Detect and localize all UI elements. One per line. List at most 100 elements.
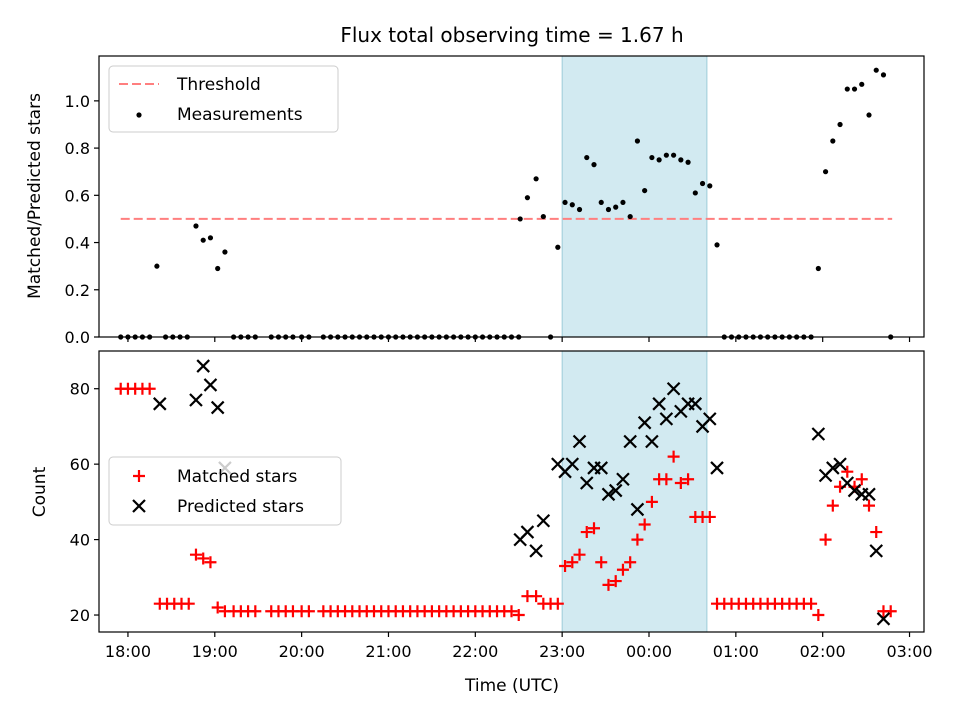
- measurement-point: [200, 237, 206, 243]
- bottom-panel: 20 40 60 80 18:00 19:00 20:00 21:00 22:00 23:00 0…: [30, 350, 933, 696]
- measurement-point: [649, 154, 655, 161]
- predicted-star-point: [869, 544, 884, 558]
- matched-star-point: [512, 609, 525, 622]
- y-tick-label: 60: [70, 455, 90, 474]
- matched-star-point: [703, 510, 716, 523]
- bottom-plot-frame: [98, 350, 925, 633]
- bottom-highlight-span: [561, 350, 708, 633]
- y-tick-label: 0.0: [65, 328, 90, 347]
- x-tick-label: 22:00: [452, 642, 498, 661]
- x-tick-label: 21:00: [365, 642, 411, 661]
- measurement-point: [605, 206, 612, 213]
- x-tick-label: 23:00: [539, 642, 585, 661]
- x-tick-label: 03:00: [886, 642, 932, 661]
- measurement-point: [685, 159, 691, 165]
- matched-star-point: [566, 556, 579, 569]
- measurement-point: [517, 216, 523, 222]
- predicted-star-point: [153, 397, 167, 411]
- legend-matched-label: Matched stars: [177, 467, 297, 487]
- legend-predicted-swatch: [132, 499, 146, 513]
- matched-star-point: [609, 575, 622, 588]
- matched-star-point: [588, 522, 600, 535]
- measurement-point: [692, 190, 698, 196]
- bottom-legend-box: [108, 456, 342, 526]
- top-legend-box: [108, 65, 339, 133]
- measurement-point: [699, 180, 706, 187]
- measurement-point: [154, 263, 160, 269]
- measurement-point: [524, 195, 531, 201]
- measurement-point: [642, 187, 648, 194]
- predicted-star-point: [630, 502, 645, 517]
- predicted-star-point: [520, 525, 535, 539]
- predicted-star-point: [579, 476, 594, 490]
- matched-star-point: [863, 499, 875, 512]
- x-tick-label: 19:00: [192, 642, 238, 661]
- x-axis-label: Time (UTC): [464, 676, 559, 696]
- x-tick-label: 18:00: [105, 642, 151, 661]
- x-tick-label: 00:00: [626, 642, 672, 661]
- matched-star-point: [551, 597, 564, 610]
- bottom-y-axis: 20 40 60 80: [70, 380, 99, 625]
- matched-star-point: [580, 526, 593, 539]
- top-legend: Threshold Measurements: [108, 65, 339, 133]
- measurement-point: [207, 235, 214, 241]
- predicted-star-point: [703, 412, 717, 426]
- predicted-star-point: [688, 397, 703, 411]
- predicted-star-point: [536, 513, 551, 528]
- legend-measurements-label: Measurements: [177, 105, 303, 125]
- top-highlight-span: [561, 55, 708, 338]
- measurement-point: [584, 154, 590, 161]
- measurement-point: [671, 152, 677, 158]
- measurement-point: [714, 242, 720, 248]
- predicted-star-point: [623, 434, 637, 449]
- measurement-point: [533, 176, 539, 182]
- matched-star-point: [631, 533, 644, 546]
- bottom-legend: Matched stars Predicted stars: [108, 456, 342, 526]
- predicted-star-point: [811, 427, 826, 441]
- measurement-point: [873, 67, 879, 73]
- matched-star-point: [573, 548, 586, 561]
- top-y-axis: 0.0 0.2 0.4 0.6 0.8 1.0: [65, 92, 99, 347]
- measurement-point: [215, 265, 221, 272]
- predicted-star-point: [572, 434, 587, 449]
- measurement-point: [656, 157, 662, 163]
- y-tick-label: 40: [70, 531, 90, 550]
- measurement-point: [837, 121, 843, 128]
- matched-star-point: [624, 556, 637, 569]
- matched-star-point: [667, 450, 680, 463]
- x-tick-label: 01:00: [713, 642, 759, 661]
- y-tick-label: 0.8: [65, 139, 90, 158]
- predicted-star-point: [710, 461, 724, 475]
- predicted-star-point: [601, 487, 616, 502]
- predicted-star-point: [826, 461, 840, 475]
- legend-predicted-label: Predicted stars: [177, 497, 304, 517]
- measurement-point: [844, 86, 850, 92]
- measurement-point: [678, 157, 684, 163]
- predicted-star-point: [652, 397, 666, 411]
- predicted-star-point: [196, 359, 210, 373]
- bottom-x-axis: 18:00 19:00 20:00 21:00 22:00 23:00 00:00 01:00…: [105, 632, 933, 661]
- measurement-point: [569, 202, 575, 208]
- matched-star-point: [841, 465, 854, 478]
- top-panel: 0.0 0.2 0.4 0.6 0.8 1.0 Matched/Predicted sta…: [25, 55, 925, 347]
- measurement-point: [620, 199, 626, 206]
- y-tick-label: 0.2: [65, 281, 90, 300]
- y-tick-label: 0.4: [65, 234, 90, 253]
- matched-star-point: [197, 552, 210, 565]
- predicted-star-point: [210, 400, 225, 415]
- matched-star-point: [211, 601, 224, 614]
- x-tick-label: 02:00: [800, 642, 846, 661]
- measurement-point: [663, 152, 669, 158]
- matched-star-point: [682, 473, 695, 486]
- predicted-star-point: [203, 378, 218, 392]
- matched-star-point: [143, 382, 156, 395]
- predicted-star-point: [616, 472, 630, 487]
- x-tick-label: 20:00: [279, 642, 325, 661]
- measurement-point: [576, 206, 583, 213]
- measurement-point: [866, 112, 872, 118]
- predicted-star-point: [529, 544, 543, 558]
- matched-star-point: [559, 559, 572, 572]
- matched-star-point: [855, 473, 868, 486]
- predicted-star-point: [637, 415, 652, 430]
